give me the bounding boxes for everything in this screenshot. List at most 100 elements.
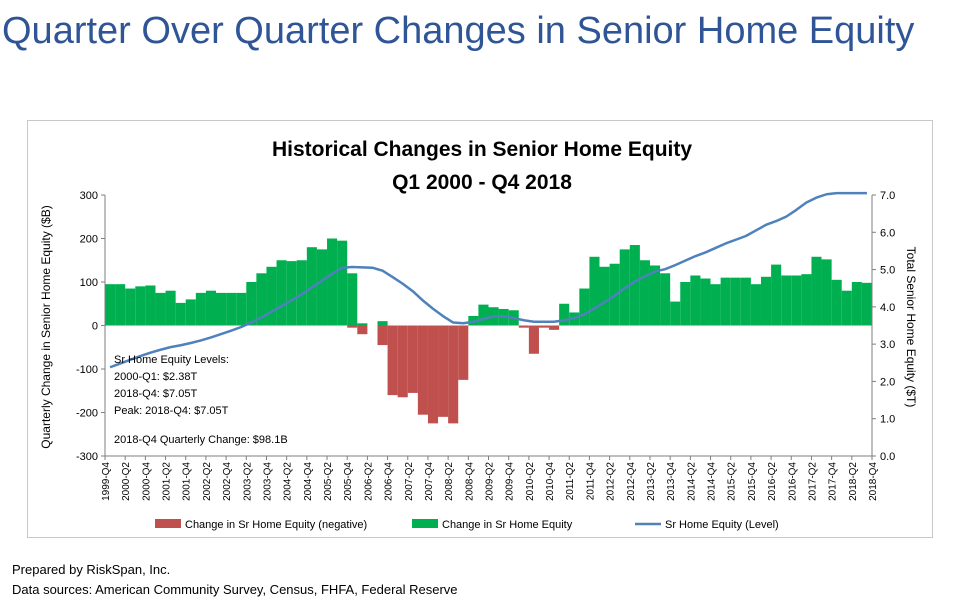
y-tick-label: -200 — [76, 408, 98, 420]
positive-change-bar-2003-Q3 — [246, 282, 257, 326]
chart-subtitle: Q1 2000 - Q4 2018 — [392, 171, 572, 194]
x-tick-label: 2004-Q4 — [303, 462, 314, 501]
y2-tick-label: 6.0 — [880, 227, 895, 239]
x-tick-label: 2011-Q2 — [565, 462, 576, 501]
positive-change-bar-2009-Q2 — [478, 304, 489, 326]
positive-change-bar-2002-Q1 — [185, 299, 196, 326]
positive-change-bar-2016-Q1 — [750, 284, 761, 326]
x-tick-label: 2015-Q4 — [747, 462, 758, 501]
legend-item-2: Change in Sr Home Equity — [412, 519, 573, 531]
legend-label: Change in Sr Home Equity — [442, 519, 573, 531]
positive-change-bar-2000-Q3 — [125, 288, 136, 326]
positive-change-bar-2001-Q1 — [145, 285, 156, 326]
equity-level-line — [109, 191, 867, 369]
positive-change-bar-2001-Q3 — [165, 290, 176, 326]
annotation-start-level: 2000-Q1: $2.38T — [114, 371, 197, 383]
positive-change-bar-2015-Q2 — [720, 277, 731, 326]
positive-change-bar-2014-Q1 — [670, 301, 681, 326]
x-tick-label: 2018-Q4 — [868, 462, 879, 501]
negative-change-bar-2008-Q4 — [458, 325, 469, 380]
x-tick-label: 2002-Q2 — [202, 462, 213, 501]
x-tick-label: 2016-Q2 — [767, 462, 778, 501]
x-tick-label: 2013-Q4 — [666, 462, 677, 501]
y-axis-label: Quarterly Change in Senior Home Equity (… — [39, 205, 53, 448]
x-tick-label: 2006-Q4 — [384, 462, 395, 501]
legend-swatch — [412, 519, 438, 528]
negative-change-bar-2007-Q2 — [397, 325, 408, 398]
x-tick-label: 2002-Q4 — [222, 462, 233, 501]
x-tick-label: 2014-Q4 — [707, 462, 718, 501]
positive-change-bar-2014-Q2 — [680, 282, 691, 326]
positive-change-bar-2004-Q3 — [286, 261, 297, 326]
chart-title: Historical Changes in Senior Home Equity — [272, 138, 692, 161]
legend-label: Change in Sr Home Equity (negative) — [185, 519, 367, 531]
y2-tick-label: 1.0 — [880, 414, 895, 426]
negative-change-bar-2008-Q2 — [438, 325, 449, 417]
positive-change-bar-2017-Q1 — [791, 275, 802, 326]
positive-change-bar-2015-Q3 — [730, 277, 741, 326]
positive-change-bar-2012-Q1 — [589, 256, 600, 326]
negative-change-bar-2006-Q2 — [357, 325, 368, 335]
positive-change-bar-2017-Q3 — [811, 256, 822, 326]
positive-change-bar-2011-Q2 — [559, 303, 570, 326]
positive-change-bar-2013-Q1 — [629, 245, 640, 326]
positive-change-bar-2013-Q2 — [639, 260, 650, 326]
positive-change-bar-2013-Q4 — [660, 273, 671, 326]
x-tick-label: 2006-Q2 — [363, 462, 374, 501]
x-tick-label: 2012-Q2 — [606, 462, 617, 501]
positive-change-bar-2018-Q4 — [861, 282, 872, 326]
x-tick-label: 2015-Q2 — [727, 462, 738, 501]
positive-change-bar-2013-Q3 — [649, 265, 661, 326]
positive-change-bar-2006-Q4 — [377, 321, 388, 326]
x-tick-label: 2011-Q4 — [585, 462, 596, 501]
x-tick-label: 2000-Q4 — [141, 462, 152, 501]
x-tick-label: 2016-Q4 — [787, 462, 798, 501]
x-tick-label: 2014-Q2 — [686, 462, 697, 501]
y2-tick-label: 7.0 — [880, 190, 895, 202]
x-tick-label: 2008-Q2 — [444, 462, 455, 501]
x-tick-label: 2004-Q2 — [283, 462, 294, 501]
negative-change-bar-2006-Q4 — [377, 325, 388, 346]
x-tick-label: 2012-Q4 — [626, 462, 637, 501]
positive-change-bar-2006-Q2 — [357, 323, 368, 326]
positive-change-bar-2018-Q3 — [851, 282, 862, 326]
positive-change-bar-2001-Q2 — [155, 292, 166, 326]
x-tick-label: 2003-Q2 — [242, 462, 253, 501]
y-tick-label: 100 — [80, 277, 98, 289]
plot-area: 300 200 100 0 -100 -200 -300 7.0 6.0 5.0 4.0 3.0 2.0… — [76, 190, 895, 501]
x-tick-label: 2010-Q4 — [545, 462, 556, 501]
y2-tick-label: 2.0 — [880, 376, 895, 388]
positive-change-bar-2001-Q4 — [175, 302, 186, 326]
negative-change-bar-2007-Q1 — [387, 325, 398, 396]
positive-change-bar-2003-Q2 — [236, 292, 247, 326]
legend-swatch — [155, 519, 181, 528]
y2-tick-label: 0.0 — [880, 451, 895, 463]
x-tick-label: 2003-Q4 — [263, 462, 274, 501]
x-tick-label: 2001-Q2 — [162, 462, 173, 501]
positive-change-bar-2000-Q4 — [135, 286, 146, 326]
positive-change-bar-2017-Q4 — [821, 259, 832, 326]
negative-change-bar-2007-Q3 — [407, 325, 418, 393]
positive-change-bar-2000-Q1 — [105, 284, 116, 326]
annotation-levels-heading: Sr Home Equity Levels: — [114, 354, 229, 366]
x-tick-label: 2009-Q2 — [485, 462, 496, 501]
positive-change-bar-2005-Q4 — [337, 240, 348, 326]
y-tick-label: 300 — [80, 190, 98, 202]
positive-change-bar-2000-Q2 — [115, 284, 126, 326]
negative-change-bar-2006-Q1 — [347, 325, 358, 328]
equity-chart: Historical Changes in Senior Home Equity… — [39, 138, 918, 531]
negative-change-bar-2010-Q4 — [538, 325, 550, 328]
x-tick-label: 2008-Q4 — [464, 462, 475, 501]
legend-item-3: Sr Home Equity (Level) — [635, 519, 779, 531]
negative-change-bar-2008-Q1 — [427, 325, 439, 424]
y-tick-label: -300 — [76, 451, 98, 463]
positive-change-bar-2011-Q4 — [579, 288, 590, 326]
x-tick-label: 2017-Q2 — [807, 462, 818, 501]
legend-item-1: Change in Sr Home Equity (negative) — [155, 519, 367, 531]
positive-change-bar-2015-Q4 — [740, 277, 751, 326]
slide-title: Quarter Over Quarter Changes in Senior H… — [2, 10, 915, 52]
negative-change-bar-2010-Q3 — [528, 325, 539, 354]
positive-change-bar-2018-Q2 — [841, 290, 852, 326]
positive-change-bar-2005-Q2 — [316, 249, 328, 326]
legend: Change in Sr Home Equity (negative) Chang… — [155, 519, 779, 531]
